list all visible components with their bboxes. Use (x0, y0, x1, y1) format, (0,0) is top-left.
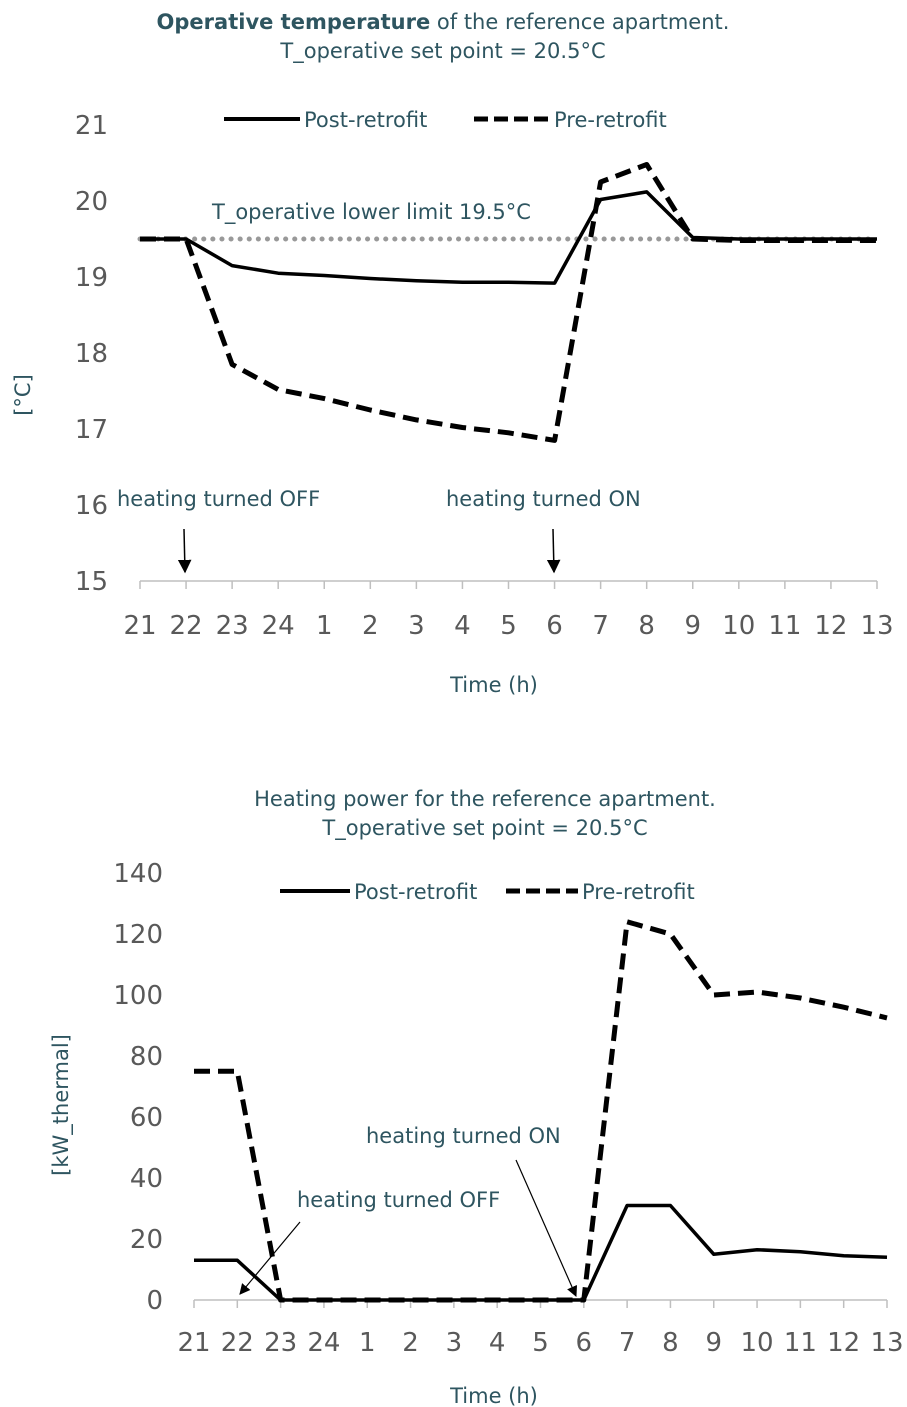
y-tick-label: 21 (75, 111, 108, 141)
y-tick-label: 100 (113, 981, 163, 1011)
y-tick-label: 0 (146, 1286, 163, 1316)
y-tick-label: 19 (75, 263, 108, 293)
x-tick-label: 8 (638, 611, 655, 641)
y-tick-label: 18 (75, 339, 108, 369)
x-tick-label: 24 (307, 1328, 340, 1358)
x-tick-label: 13 (870, 1328, 903, 1358)
heating-power-chart: Heating power for the reference apartmen… (49, 787, 904, 1407)
x-tick-label: 2 (362, 611, 379, 641)
x-tick-label: 1 (359, 1328, 376, 1358)
y-tick-label: 60 (130, 1103, 163, 1133)
y-tick-label: 140 (113, 859, 163, 889)
y-tick-label: 20 (130, 1225, 163, 1255)
x-tick-label: 2 (402, 1328, 419, 1358)
series-line-post-retrofit (194, 1203, 888, 1302)
annotation-arrow-heating-off (239, 1221, 301, 1295)
y-tick-label: 20 (75, 187, 108, 217)
x-tick-label: 7 (592, 611, 609, 641)
legend-label-post-retrofit: Post-retrofit (354, 880, 477, 904)
x-tick-label: 9 (684, 611, 701, 641)
temperature-chart-legend: Post-retrofit Pre-retrofit (224, 108, 667, 132)
x-tick-label: 5 (500, 611, 517, 641)
annotation-heating-on: heating turned ON (446, 487, 641, 511)
x-tick-label: 10 (741, 1328, 774, 1358)
heating-power-x-axis-title: Time (h) (449, 1384, 538, 1407)
x-tick-label: 11 (768, 611, 801, 641)
x-tick-label: 8 (662, 1328, 679, 1358)
heating-power-chart-legend: Post-retrofit Pre-retrofit (280, 880, 695, 904)
series-line-pre-retrofit (140, 162, 877, 443)
x-tick-label: 1 (316, 611, 333, 641)
x-tick-label: 23 (216, 611, 249, 641)
lower-limit-label: T_operative lower limit 19.5°C (211, 200, 531, 225)
x-tick-label: 9 (705, 1328, 722, 1358)
x-tick-label: 6 (576, 1328, 593, 1358)
y-tick-label: 15 (75, 567, 108, 597)
temperature-y-axis-title: [°C] (11, 374, 35, 416)
y-tick-label: 40 (130, 1164, 163, 1194)
temperature-chart-title-rest: of the reference apartment. (430, 10, 729, 34)
temperature-x-axis-title: Time (h) (449, 673, 538, 697)
x-tick-label: 11 (784, 1328, 817, 1358)
x-tick-label: 3 (446, 1328, 463, 1358)
x-tick-label: 7 (619, 1328, 636, 1358)
heating-power-y-ticks: 0 20 40 60 80 100 120 140 (113, 859, 163, 1316)
temperature-chart: Operative temperature of the reference a… (11, 10, 894, 697)
temperature-x-tickmarks (139, 581, 878, 589)
y-tick-label: 80 (130, 1042, 163, 1072)
x-tick-label: 22 (221, 1328, 254, 1358)
legend-label-post-retrofit: Post-retrofit (304, 108, 427, 132)
y-tick-label: 17 (75, 415, 108, 445)
x-tick-label: 4 (489, 1328, 506, 1358)
legend-label-pre-retrofit: Pre-retrofit (582, 880, 695, 904)
x-tick-label: 13 (860, 611, 893, 641)
temperature-y-ticks: 15 16 17 18 19 20 21 (75, 111, 108, 597)
heating-power-y-axis-title: [kW_thermal] (49, 1034, 74, 1176)
x-tick-label: 5 (532, 1328, 549, 1358)
x-tick-label: 23 (264, 1328, 297, 1358)
annotation-arrow-heating-on (546, 528, 561, 574)
x-tick-label: 21 (177, 1328, 210, 1358)
temperature-x-ticks: 21 22 23 24 1 2 3 4 5 6 7 8 9 10 11 12 13 (123, 611, 893, 641)
x-tick-label: 12 (827, 1328, 860, 1358)
temperature-chart-subtitle: T_operative set point = 20.5°C (279, 39, 605, 64)
annotation-heating-on: heating turned ON (366, 1124, 561, 1148)
y-tick-label: 120 (113, 920, 163, 950)
x-tick-label: 4 (454, 611, 471, 641)
x-tick-label: 12 (814, 611, 847, 641)
x-tick-label: 6 (546, 611, 563, 641)
x-tick-label: 24 (262, 611, 295, 641)
annotation-arrow-heating-on (515, 1159, 578, 1297)
series-line-pre-retrofit (194, 919, 888, 1303)
temperature-chart-title-bold: Operative temperature (157, 10, 431, 34)
x-tick-label: 3 (408, 611, 425, 641)
temperature-chart-title: Operative temperature of the reference a… (157, 10, 730, 34)
x-tick-label: 21 (123, 611, 156, 641)
annotation-heating-off: heating turned OFF (297, 1188, 500, 1212)
x-tick-label: 10 (722, 611, 755, 641)
y-tick-label: 16 (75, 491, 108, 521)
annotation-arrow-heating-off (177, 528, 192, 574)
annotation-heating-off: heating turned OFF (117, 487, 320, 511)
heating-power-chart-title: Heating power for the reference apartmen… (254, 787, 716, 811)
x-tick-label: 22 (170, 611, 203, 641)
legend-label-pre-retrofit: Pre-retrofit (554, 108, 667, 132)
heating-power-x-ticks: 21 22 23 24 1 2 3 4 5 6 7 8 9 10 11 12 13 (177, 1328, 903, 1358)
heating-power-chart-subtitle: T_operative set point = 20.5°C (321, 816, 647, 841)
